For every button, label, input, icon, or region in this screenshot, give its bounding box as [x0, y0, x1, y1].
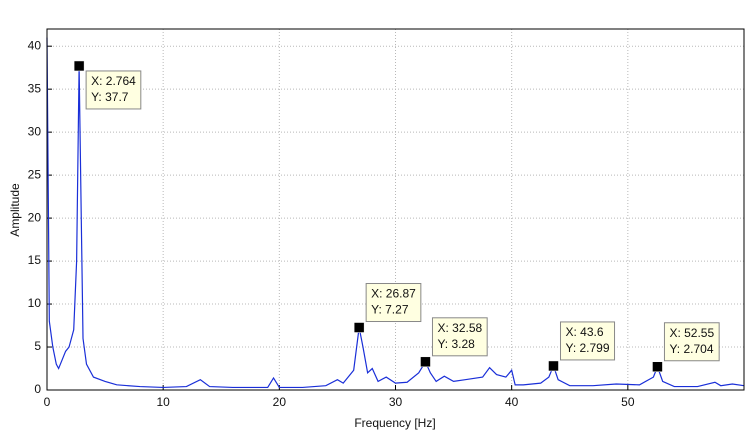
datatip-marker [353, 322, 365, 333]
y-tick-label: 25 [28, 167, 42, 181]
datatip-marker [73, 60, 85, 72]
datatip-marker [548, 360, 559, 372]
datatip-box [663, 322, 720, 362]
datatip-box [85, 70, 142, 110]
datatip-box [559, 321, 616, 361]
datatip: X: 43.6 Y: 2.799 [559, 321, 616, 361]
datatip-x-label: X: 2.764 [91, 74, 136, 88]
y-tick-label: 20 [28, 210, 42, 224]
spectrum-line [46, 37, 745, 389]
x-axis-label: Frequency [Hz] [354, 416, 435, 430]
x-tick-label: 20 [273, 395, 287, 409]
datatip-y-label: Y: 2.704 [669, 342, 713, 356]
y-tick-label: 5 [34, 339, 41, 353]
x-tick-label: 40 [505, 395, 519, 409]
x-tick-label: 10 [156, 395, 170, 409]
y-axis-label: Amplitude [8, 183, 22, 237]
datatip: X: 2.764 Y: 37.7 [85, 70, 142, 110]
y-tick-label: 30 [28, 124, 42, 138]
datatip: X: 52.55 Y: 2.704 [663, 322, 720, 362]
datatip-x-label: X: 43.6 [565, 325, 603, 339]
x-tick-label: 30 [389, 395, 403, 409]
datatip: X: 26.87 Y: 7.27 [365, 283, 422, 323]
datatip-y-label: Y: 3.28 [437, 337, 475, 351]
datatip-x-label: X: 32.58 [437, 321, 482, 335]
datatip-y-label: Y: 2.799 [565, 341, 609, 355]
datatip-x-label: X: 52.55 [669, 326, 714, 340]
plot-frame [46, 28, 745, 391]
datatip-y-label: Y: 7.27 [371, 303, 409, 317]
y-tick-label: 35 [28, 81, 42, 95]
datatip-marker [420, 356, 431, 368]
datatip-y-label: Y: 37.7 [91, 90, 129, 104]
datatip-box [365, 283, 422, 323]
x-tick-label: 50 [621, 395, 635, 409]
datatip-marker [652, 361, 663, 373]
x-tick-label: 0 [44, 395, 51, 409]
y-tick-label: 15 [28, 253, 42, 267]
y-tick-label: 0 [34, 382, 41, 396]
datatip: X: 32.58 Y: 3.28 [431, 317, 488, 357]
datatip-box [431, 317, 488, 357]
y-tick-label: 40 [28, 38, 42, 52]
datatip-x-label: X: 26.87 [371, 287, 416, 301]
y-tick-label: 10 [28, 296, 42, 310]
